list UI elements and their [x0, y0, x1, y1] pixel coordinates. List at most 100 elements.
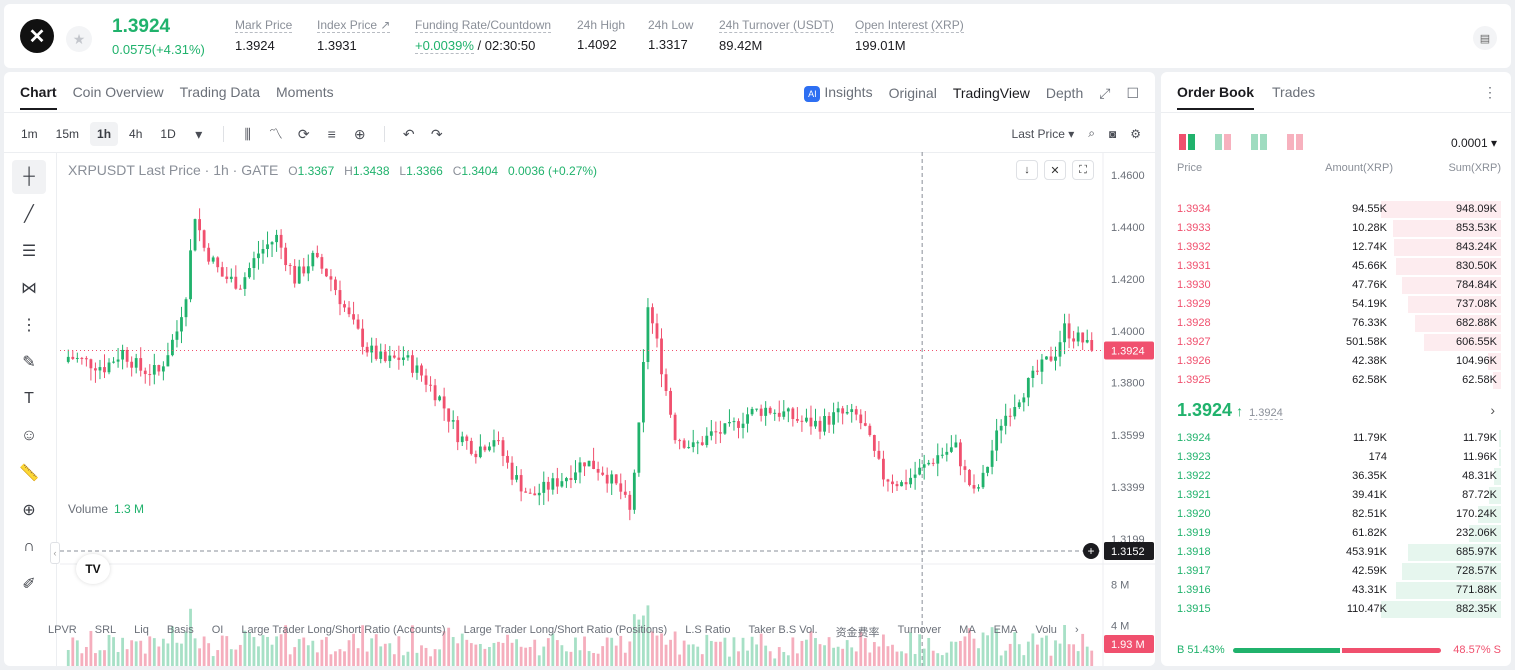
price-type-select[interactable]: Last Price ▾ [1011, 126, 1075, 141]
interval-4h[interactable]: 4h [129, 127, 143, 141]
interval-15m[interactable]: 15m [55, 127, 80, 141]
pencil-lock-icon[interactable]: ✐ [22, 576, 36, 593]
ask-row[interactable]: 1.3933 10.28K 853.53K [1161, 219, 1511, 238]
scroll-right-icon[interactable]: › [1074, 624, 1079, 636]
templates-icon[interactable]: ≡ [327, 126, 336, 142]
indicator-trader-ratio-positions[interactable]: Large Trader Long/Short Ratio (Positions… [463, 624, 668, 636]
camera-icon[interactable]: ◙ [1108, 126, 1117, 141]
indicator-ema[interactable]: EMA [993, 624, 1018, 636]
interval-dropdown-icon[interactable]: ▾ [195, 125, 203, 142]
insights-button[interactable]: AI Insights [804, 84, 873, 102]
indicator-ma[interactable]: MA [959, 624, 976, 636]
horizontal-lines-tool-icon[interactable]: ☰ [21, 243, 37, 260]
view-tradingview[interactable]: TradingView [952, 85, 1030, 101]
fib-tool-icon[interactable]: ⋮ [21, 317, 37, 334]
volume-bar [474, 644, 478, 666]
settings-gear-icon[interactable]: ⚙ [1130, 126, 1141, 141]
emoji-tool-icon[interactable]: ☺ [20, 427, 38, 444]
tick-size-select[interactable]: 0.0001 ▾ [1450, 136, 1497, 150]
text-tool-icon[interactable]: T [24, 390, 34, 407]
mid-mark-price: 1.3924 [1249, 407, 1283, 420]
volume-bar [116, 652, 120, 666]
indicator-lpvr[interactable]: LPVR [48, 624, 77, 636]
indicator-turnover[interactable]: Turnover [897, 624, 942, 636]
indicator-liq[interactable]: Liq [134, 624, 149, 636]
ask-row[interactable]: 1.3928 76.33K 682.88K [1161, 314, 1511, 333]
ask-row[interactable]: 1.3927 501.58K 606.55K [1161, 333, 1511, 352]
indicator-oi[interactable]: OI [211, 624, 224, 636]
volume-bar [130, 640, 134, 666]
collapse-icon[interactable]: ✕ [1044, 160, 1066, 180]
stat-index-price[interactable]: Index Price ↗ 1.3931 [317, 18, 391, 53]
ask-row[interactable]: 1.3926 42.38K 104.96K [1161, 352, 1511, 371]
toolbar-collapse-icon[interactable]: ‹ [50, 542, 60, 564]
trendline-tool-icon[interactable]: ╱ [24, 206, 34, 223]
search-icon[interactable]: ⌕ [1088, 126, 1095, 140]
mixed-view-icon[interactable] [1215, 134, 1231, 150]
bid-row[interactable]: 1.3916 43.31K 771.88K [1161, 581, 1511, 600]
bid-row[interactable]: 1.3915 110.47K 882.35K [1161, 600, 1511, 619]
redo-icon[interactable]: ↷ [430, 125, 443, 142]
magnet-tool-icon[interactable]: ∩ [23, 538, 35, 555]
indicator-basis[interactable]: Basis [166, 624, 194, 636]
bid-row[interactable]: 1.3921 39.41K 87.72K [1161, 486, 1511, 505]
indicator-ls-ratio[interactable]: L.S Ratio [685, 624, 731, 636]
view-original[interactable]: Original [888, 85, 937, 101]
ask-row[interactable]: 1.3925 62.58K 62.58K [1161, 371, 1511, 390]
tab-order-book[interactable]: Order Book [1177, 84, 1254, 110]
pattern-tool-icon[interactable]: ⋈ [21, 280, 37, 297]
interval-1m[interactable]: 1m [21, 127, 38, 141]
bid-row[interactable]: 1.3919 61.82K 232.06K [1161, 524, 1511, 543]
candle-type-icon[interactable]: ⫼ [244, 125, 251, 142]
brush-tool-icon[interactable]: ✎ [22, 354, 36, 371]
stat-label: 24h Turnover (USDT) [719, 18, 834, 33]
book-icon[interactable]: ▤ [1473, 26, 1497, 50]
bid-row[interactable]: 1.3918 453.91K 685.97K [1161, 543, 1511, 562]
maximize-icon[interactable]: ⛶ [1072, 160, 1094, 180]
candle-body [1049, 356, 1053, 361]
chevron-right-icon[interactable]: › [1490, 402, 1495, 418]
candlestick-chart[interactable]: 1.4600 1.4400 1.4200 1.4000 1.3800 1.3599 1.33… [60, 152, 1155, 666]
both-sides-view-icon[interactable] [1179, 134, 1195, 150]
tab-moments[interactable]: Moments [276, 84, 334, 100]
ask-row[interactable]: 1.3932 12.74K 843.24K [1161, 238, 1511, 257]
asks-only-view-icon[interactable] [1287, 134, 1303, 150]
interval-1h[interactable]: 1h [90, 122, 119, 146]
window-icon[interactable]: ☐ [1126, 84, 1139, 101]
ask-row[interactable]: 1.3931 45.66K 830.50K [1161, 257, 1511, 276]
view-depth[interactable]: Depth [1045, 85, 1084, 101]
ask-row[interactable]: 1.3934 94.55K 948.09K [1161, 200, 1511, 219]
bid-row[interactable]: 1.3917 42.59K 728.57K [1161, 562, 1511, 581]
tab-trading-data[interactable]: Trading Data [179, 84, 261, 100]
scroll-down-icon[interactable]: ↓ [1016, 160, 1038, 180]
ruler-tool-icon[interactable]: 📏 [19, 465, 39, 482]
ask-row[interactable]: 1.3929 54.19K 737.08K [1161, 295, 1511, 314]
indicator-srl[interactable]: SRL [94, 624, 117, 636]
undo-icon[interactable]: ↶ [402, 125, 415, 142]
indicator-volume[interactable]: Volu [1035, 624, 1057, 636]
bid-row[interactable]: 1.3923 174 11.96K [1161, 448, 1511, 467]
favorite-star-icon[interactable]: ★ [66, 26, 92, 52]
zoom-in-tool-icon[interactable]: ⊕ [22, 502, 36, 519]
tab-coin-overview[interactable]: Coin Overview [72, 84, 164, 100]
tab-trades[interactable]: Trades [1272, 84, 1316, 100]
volume-bar [1004, 650, 1008, 666]
bid-row[interactable]: 1.3924 11.79K 11.79K [1161, 429, 1511, 448]
bids-only-view-icon[interactable] [1251, 134, 1267, 150]
candle-body [415, 365, 419, 373]
expand-icon[interactable]: ⤢ [1099, 84, 1111, 101]
interval-1d[interactable]: 1D [160, 127, 176, 141]
crosshair-tool-icon[interactable]: ┼ [12, 160, 46, 194]
indicators-icon[interactable]: 〽 [268, 126, 283, 142]
bid-row[interactable]: 1.3922 36.35K 48.31K [1161, 467, 1511, 486]
ask-row[interactable]: 1.3930 47.76K 784.84K [1161, 276, 1511, 295]
bid-row[interactable]: 1.3920 82.51K 170.24K [1161, 505, 1511, 524]
refresh-icon[interactable]: ⟳ [297, 125, 310, 142]
indicator-trader-ratio-accounts[interactable]: Large Trader Long/Short Ratio (Accounts) [241, 624, 446, 636]
candle-body [841, 408, 845, 414]
indicator-taker-vol[interactable]: Taker B.S Vol. [748, 624, 818, 636]
tab-chart[interactable]: Chart [20, 84, 57, 110]
more-menu-icon[interactable]: ⋮ [1483, 84, 1497, 100]
add-indicator-icon[interactable]: ⊕ [353, 125, 366, 142]
indicator-funding-rate[interactable]: 资金费率 [835, 627, 880, 639]
